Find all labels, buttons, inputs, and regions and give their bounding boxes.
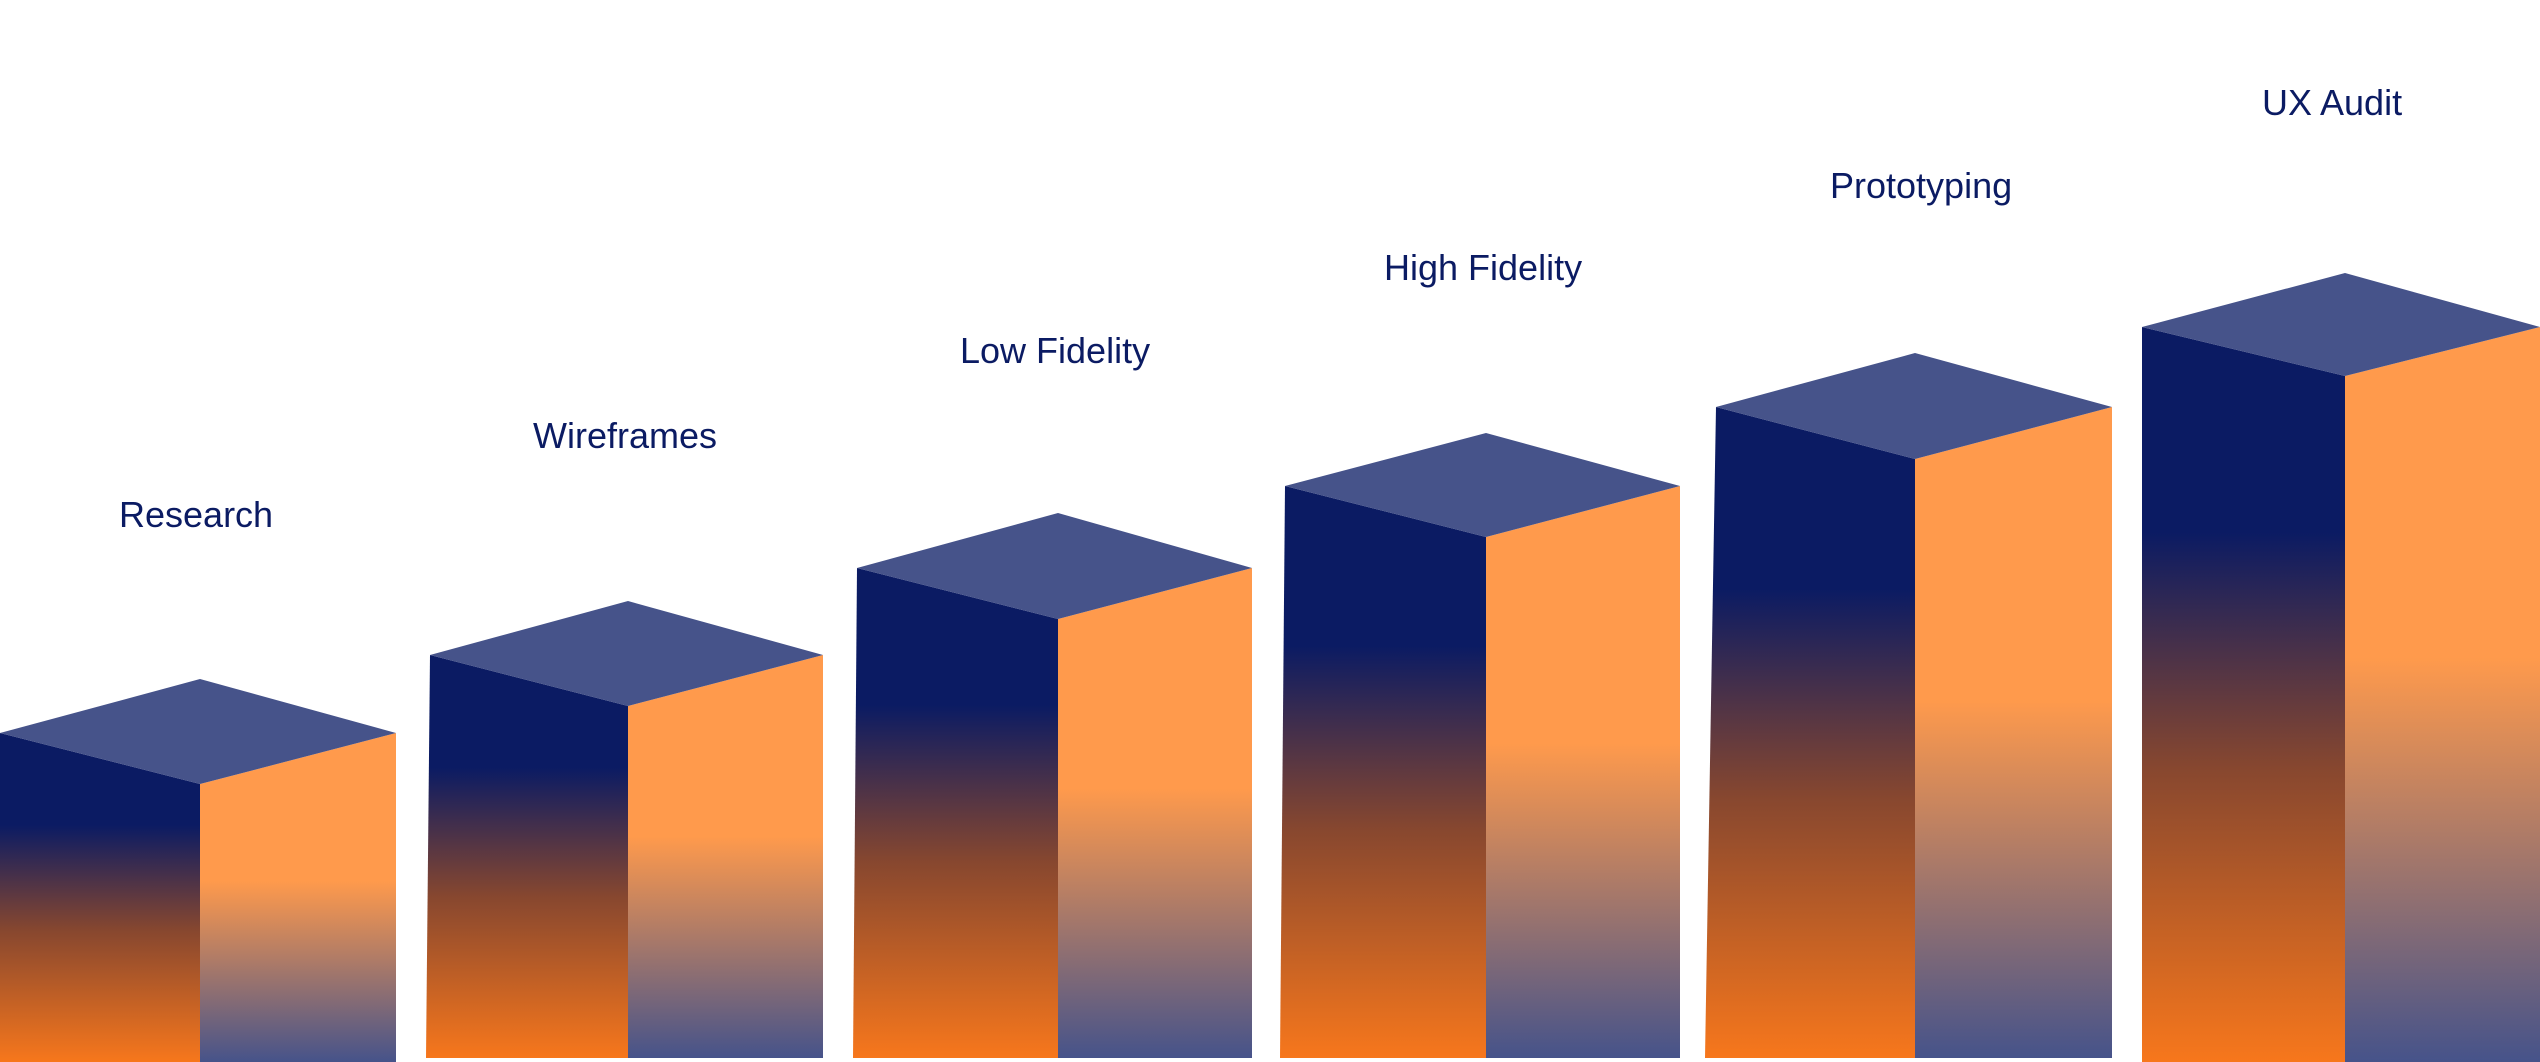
bar-left-face (2142, 327, 2345, 1062)
bar-left-face (853, 568, 1058, 1058)
bar-left-face (0, 733, 200, 1062)
bar-top-face (857, 513, 1252, 619)
bar-right-face (2345, 327, 2540, 1062)
bar-right-face (628, 655, 823, 1058)
step-label-ux-audit: UX Audit (2262, 82, 2403, 123)
bar-low-fidelity (853, 513, 1252, 1058)
bar-left-face (1705, 407, 1915, 1058)
step-label-research: Research (119, 494, 274, 535)
bar-right-face (1486, 486, 1680, 1058)
bar-top-face (430, 601, 823, 706)
step-label-low-fidelity: Low Fidelity (960, 330, 1151, 371)
bar-prototyping (1705, 353, 2112, 1058)
bar-right-face (1915, 407, 2112, 1058)
bar-top-face (0, 679, 396, 784)
bar-right-face (1058, 568, 1252, 1058)
bar-research (0, 679, 396, 1062)
bar-top-face (1716, 353, 2112, 459)
bar-high-fidelity (1280, 433, 1680, 1058)
bar-wireframes (426, 601, 823, 1058)
bar-top-face (2142, 273, 2540, 376)
bar-right-face (200, 733, 396, 1062)
bar-left-face (426, 655, 628, 1058)
step-label-high-fidelity: High Fidelity (1384, 247, 1583, 288)
bar-left-face (1280, 486, 1486, 1058)
step-label-prototyping: Prototyping (1830, 165, 2013, 206)
bar-top-face (1285, 433, 1680, 537)
step-label-wireframes: Wireframes (533, 415, 718, 456)
bar-ux-audit (2142, 273, 2540, 1062)
